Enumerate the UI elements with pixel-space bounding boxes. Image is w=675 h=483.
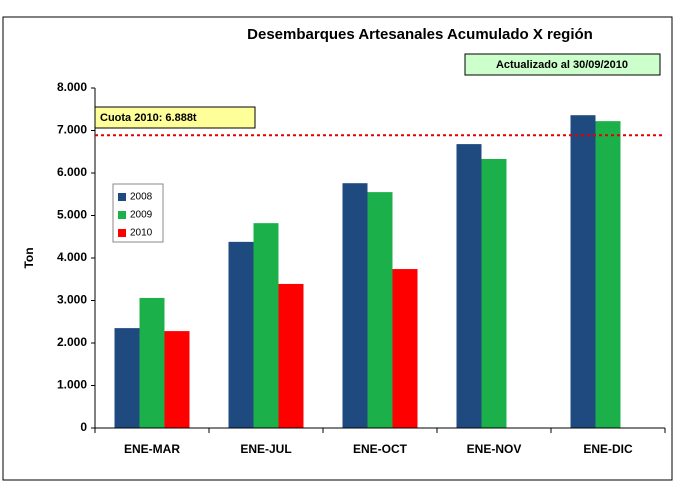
legend-label: 2009 xyxy=(130,210,153,221)
bar xyxy=(164,331,190,428)
y-tick-label: 7.000 xyxy=(57,123,87,137)
legend-label: 2008 xyxy=(130,192,153,203)
bar xyxy=(253,223,279,428)
bar xyxy=(367,192,393,428)
y-tick-label: 0 xyxy=(80,420,87,434)
x-tick-label: ENE-JUL xyxy=(240,442,291,456)
legend-swatch xyxy=(118,193,126,201)
x-tick-label: ENE-NOV xyxy=(467,442,522,456)
y-tick-label: 1.000 xyxy=(57,378,87,392)
chart-title: Desembarques Artesanales Acumulado X reg… xyxy=(247,26,593,43)
subtitle: Actualizado al 30/09/2010 xyxy=(496,59,628,71)
x-tick-label: ENE-MAR xyxy=(124,442,180,456)
legend-label: 2010 xyxy=(130,228,153,239)
bar xyxy=(278,283,304,428)
y-tick-label: 3.000 xyxy=(57,293,87,307)
bar xyxy=(139,297,165,428)
x-tick-label: ENE-OCT xyxy=(353,442,408,456)
bar xyxy=(481,158,507,428)
reference-label-box xyxy=(94,106,256,129)
y-tick-label: 8.000 xyxy=(57,80,87,94)
bar xyxy=(570,115,596,428)
reference-label: Cuota 2010: 6.888t xyxy=(100,112,197,124)
y-axis-label: Ton xyxy=(22,247,36,268)
bar xyxy=(114,328,140,428)
y-tick-label: 2.000 xyxy=(57,335,87,349)
bar xyxy=(456,144,482,428)
y-tick-label: 6.000 xyxy=(57,165,87,179)
legend-swatch xyxy=(118,211,126,219)
x-tick-label: ENE-DIC xyxy=(583,442,633,456)
bar xyxy=(392,269,418,428)
subtitle-box xyxy=(464,53,661,76)
y-tick-label: 4.000 xyxy=(57,250,87,264)
bar xyxy=(342,183,368,428)
bar xyxy=(595,121,621,429)
legend-swatch xyxy=(118,229,126,237)
y-tick-label: 5.000 xyxy=(57,208,87,222)
bar xyxy=(228,241,254,428)
